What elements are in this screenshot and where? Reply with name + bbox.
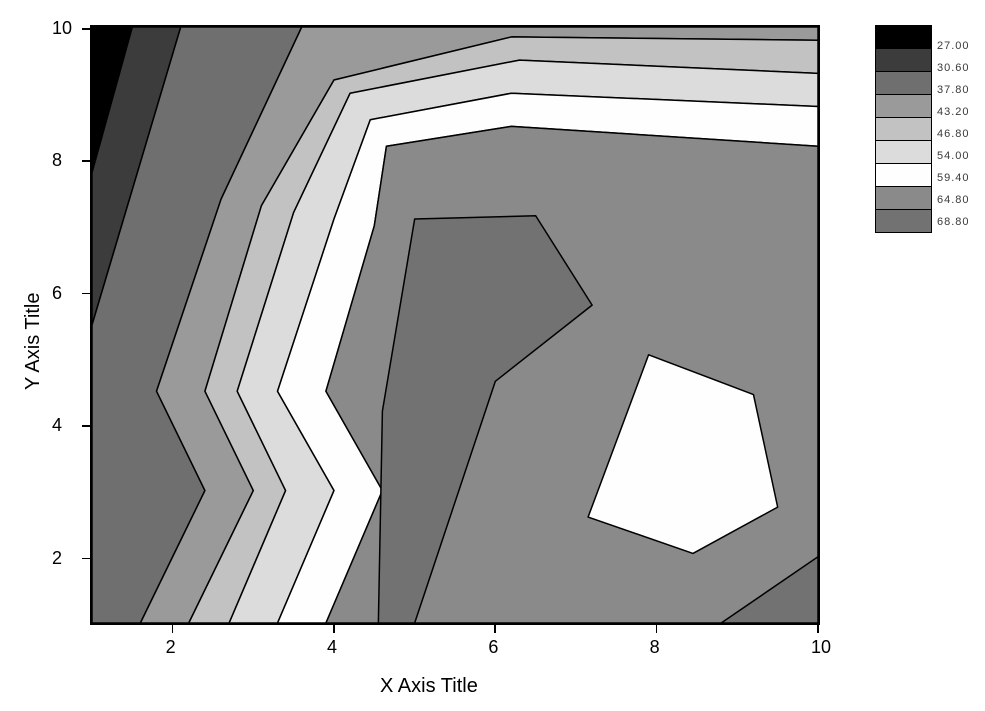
y-tick-label: 10 [52,18,72,39]
y-tick [82,28,90,30]
legend-swatch [876,209,931,232]
legend-swatch [876,48,931,71]
y-tick [82,425,90,427]
legend-label: 30.60 [937,62,970,74]
x-axis-title: X Axis Title [380,675,478,698]
legend-label: 27.00 [937,40,970,52]
legend: 27.00 30.60 37.80 43.20 46.80 54.00 59.40 64.80… [875,25,975,233]
legend-swatch [876,163,931,186]
legend-swatch [876,186,931,209]
legend-label: 59.40 [937,172,970,184]
x-tick [817,625,819,633]
x-tick-label: 6 [488,637,498,658]
y-tick-label: 4 [52,415,62,436]
x-tick [494,625,496,633]
legend-swatch [876,94,931,117]
legend-label: 46.80 [937,128,970,140]
x-tick [172,625,174,633]
legend-colorbar [875,25,932,233]
y-tick-label: 2 [52,548,62,569]
legend-swatch [876,71,931,94]
y-tick-label: 6 [52,283,62,304]
legend-label: 54.00 [937,150,970,162]
x-tick-label: 8 [650,637,660,658]
x-tick-label: 2 [166,637,176,658]
y-tick [82,293,90,295]
y-tick-label: 8 [52,150,62,171]
legend-label: 68.80 [937,216,970,228]
y-axis-title: Y Axis Title [22,293,45,390]
legend-swatch [876,117,931,140]
chart-container: 246810 246810 X Axis Title Y Axis Title … [0,0,985,711]
x-tick-label: 10 [811,637,831,658]
legend-label: 43.20 [937,106,970,118]
y-tick [82,558,90,560]
y-tick [82,160,90,162]
plot-area [90,25,820,625]
x-tick [656,625,658,633]
legend-label: 64.80 [937,194,970,206]
legend-swatch [876,140,931,163]
legend-label: 37.80 [937,84,970,96]
x-tick [333,625,335,633]
legend-swatch [876,26,931,48]
contour-svg [92,27,818,623]
x-tick-label: 4 [327,637,337,658]
